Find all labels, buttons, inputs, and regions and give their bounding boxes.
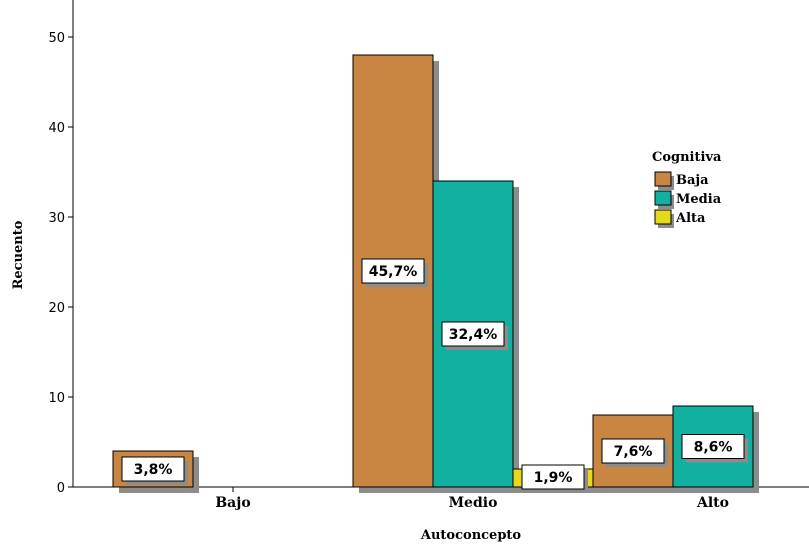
data-label-text: 3,8% — [134, 462, 173, 478]
data-label-text: 7,6% — [614, 444, 653, 460]
data-label: 7,6% — [601, 438, 668, 467]
data-label-box — [121, 456, 185, 482]
y-tick-label: 40 — [48, 121, 65, 136]
y-tick-label: 10 — [48, 391, 65, 406]
data-label-text: 1,9% — [534, 470, 573, 486]
legend-label-alta: Alta — [675, 211, 706, 226]
data-label-box — [521, 464, 585, 490]
legend-swatch-media — [654, 190, 672, 206]
data-label: 3,8% — [121, 456, 188, 485]
data-label: 8,6% — [681, 434, 748, 463]
data-label-text: 32,4% — [449, 327, 498, 343]
y-axis-title: Recuento — [11, 220, 26, 289]
data-label-text: 45,7% — [369, 264, 418, 280]
data-label-box — [441, 321, 505, 347]
data-label: 45,7% — [361, 258, 428, 287]
legend-label-media: Media — [676, 192, 722, 207]
legend-title: Cognitiva — [652, 150, 722, 165]
x-tick-label: Alto — [696, 495, 729, 511]
legend-swatch-alta — [654, 209, 672, 225]
data-label-text: 8,6% — [694, 440, 733, 456]
y-tick-label: 30 — [48, 211, 65, 226]
x-tick-label: Bajo — [215, 495, 250, 511]
data-label: 32,4% — [441, 321, 508, 350]
legend: Cognitiva Baja Media Alta — [652, 150, 722, 228]
data-label-box — [361, 258, 425, 284]
data-label: 1,9% — [521, 464, 588, 493]
y-tick-label: 0 — [57, 481, 65, 496]
data-label-box — [681, 434, 745, 459]
data-label-box — [601, 438, 665, 464]
y-tick-label: 20 — [48, 301, 65, 316]
legend-label-baja: Baja — [676, 173, 709, 188]
legend-swatch-baja — [654, 171, 672, 187]
y-tick-label: 50 — [48, 31, 65, 46]
x-axis-title: Autoconcepto — [420, 528, 522, 543]
x-tick-label: Medio — [449, 495, 498, 511]
